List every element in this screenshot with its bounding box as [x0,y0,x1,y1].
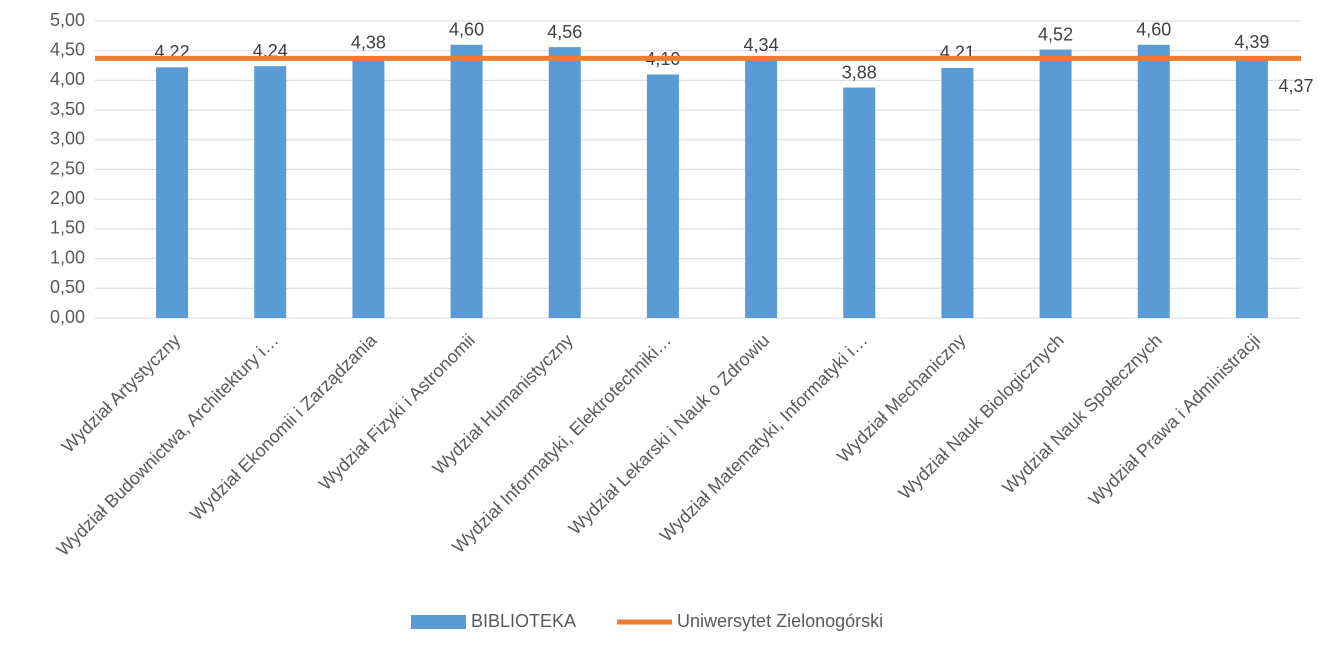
y-tick-label: 5,00 [50,10,85,30]
data-label: 4,37 [1278,76,1313,96]
x-tick-label: Wydział Budownictwa, Architektury i… [53,330,283,560]
data-label: 4,60 [449,20,484,40]
x-tick-label: Wydział Informatyki, Elektrotechniki… [448,330,675,557]
bar [352,57,385,318]
data-label: 4,24 [253,41,288,61]
bar [646,74,679,319]
data-label: 4,34 [744,35,779,55]
y-tick-label: 4,50 [50,39,85,59]
x-tick-label: Wydział Ekonomii i Zarządzania [186,329,381,524]
x-tick-label: Wydział Fizyki i Astronomii [315,330,479,494]
y-tick-label: 3,00 [50,129,85,149]
bar [548,47,581,319]
x-tick-label: Wydział Nauk Biologicznych [895,330,1068,503]
x-tick-label: Wydział Matematyki, Informatyki i… [656,330,872,546]
y-tick-label: 0,50 [50,277,85,297]
bar [254,66,287,318]
bar [156,67,189,318]
x-tick-label: Wydział Lekarski i Nauk o Zdrowiu [565,330,774,539]
bar [941,67,974,319]
data-label: 4,52 [1038,24,1073,44]
y-tick-label: 1,00 [50,247,85,267]
bar [1235,57,1268,318]
y-tick-label: 1,50 [50,218,85,238]
y-tick-label: 3,50 [50,99,85,119]
x-tick-label: Wydział Prawa i Administracji [1085,330,1265,510]
y-tick-label: 2,00 [50,188,85,208]
bar [745,60,778,318]
data-label: 4,38 [351,33,386,53]
x-tick-label: Wydział Nauk Społecznych [998,330,1166,498]
y-tick-label: 0,00 [50,307,85,327]
data-label: 4,60 [1136,20,1171,40]
y-tick-label: 2,50 [50,158,85,178]
legend-swatch [411,615,466,629]
bar [843,87,876,318]
legend-label: BIBLIOTEKA [471,611,576,631]
bar [1039,49,1072,319]
legend-label: Uniwersytet Zielonogórski [677,611,883,631]
data-label: 4,39 [1234,32,1269,52]
data-label: 3,88 [842,62,877,82]
bar [1137,44,1170,318]
bar [450,44,483,318]
y-tick-label: 4,00 [50,69,85,89]
data-label: 4,56 [547,22,582,42]
